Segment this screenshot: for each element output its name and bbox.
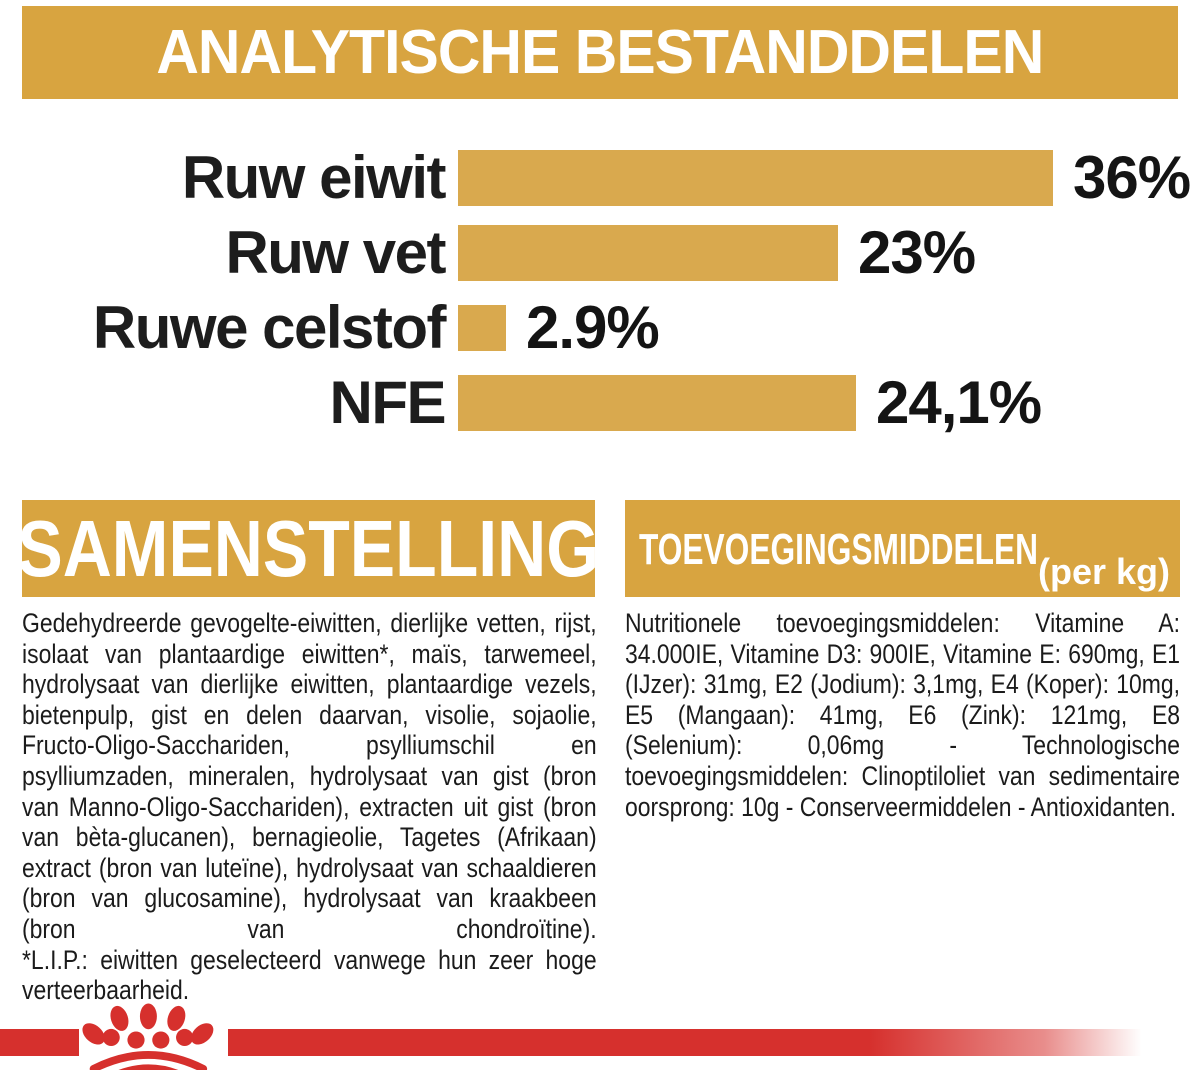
chart-category-label: Ruw vet [225,219,446,286]
samenstelling-title: SAMENSTELLING [17,503,600,593]
chart-bar [458,149,1053,206]
chart-bar [458,304,506,351]
chart-category-label: NFE [329,369,447,436]
chart-category-label: Ruw eiwit [181,144,447,211]
per-kg-label: (per kg) [1037,551,1170,592]
chart-bar [458,224,838,281]
chart-category-label: Ruwe celstof [92,294,447,361]
chart-row: Ruwe celstof 2.9% [0,290,1200,365]
ingredients-paragraph: Gedehydreerde gevogelte-eiwitten, dierli… [22,608,597,944]
toevoegingsmiddelen-banner: TOEVOEGINGSMIDDELEN (per kg) [625,500,1180,597]
analytische-bestanddelen-banner: ANALYTISCHE BESTANDDELEN [22,6,1178,99]
chart-value-label: 36% [1073,144,1191,211]
lip-footnote: *L.I.P.: eiwitten geselecteerd vanwege h… [22,944,597,1006]
bar-chart: Ruw eiwit 36% Ruw vet 23% Ruwe celstof 2.9% NF… [0,140,1200,440]
samenstelling-text-block: Gedehydreerde gevogelte-eiwitten, dierli… [22,608,597,1006]
chart-row: NFE 24,1% [0,365,1200,440]
chart-value-label: 24,1% [876,369,1042,436]
red-stripe-left [0,1029,79,1056]
chart-row: Ruw eiwit 36% [0,140,1200,215]
additives-paragraph: Nutritionele toevoegingsmiddelen: Vitami… [625,608,1181,822]
royal-canin-crown-paw-logo [82,1003,214,1070]
samenstelling-section: SAMENSTELLING Gedehydreerde gevogelte-ei… [18,500,599,1006]
toevoegingsmiddelen-text-block: Nutritionele toevoegingsmiddelen: Vitami… [625,608,1180,822]
chart-row: Ruw vet 23% [0,215,1200,290]
chart-title: ANALYTISCHE BESTANDDELEN [156,18,1045,87]
chart-value-label: 2.9% [526,294,660,361]
chart-value-label: 23% [858,219,976,286]
toevoegingsmiddelen-section: TOEVOEGINGSMIDDELEN (per kg) Nutritionel… [625,500,1180,822]
red-stripe-right [228,1029,1200,1056]
toevoegingsmiddelen-title: TOEVOEGINGSMIDDELEN [639,525,1038,574]
chart-bar [458,374,856,431]
samenstelling-banner: SAMENSTELLING [18,500,599,597]
